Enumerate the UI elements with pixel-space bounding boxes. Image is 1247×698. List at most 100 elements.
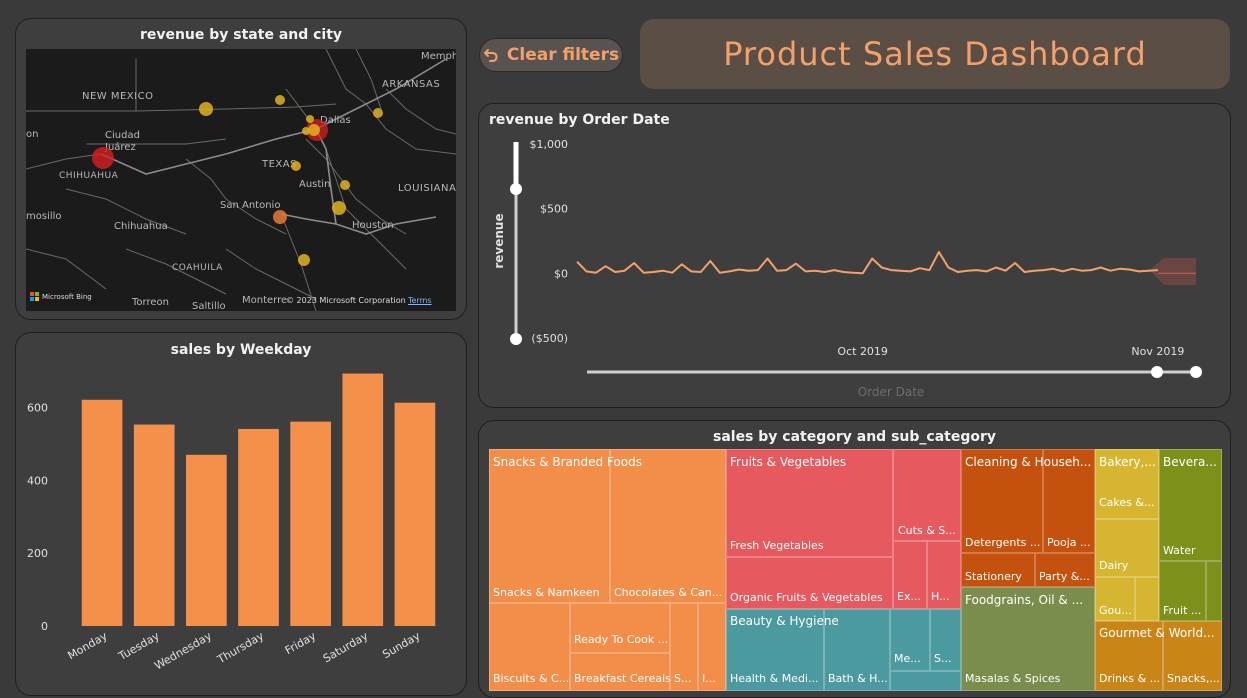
tile-snacks-namkeen[interactable]: [489, 449, 610, 603]
label-ready-to-cook: Ready To Cook ...: [574, 633, 669, 646]
label-detergents: Detergents ...: [965, 536, 1041, 549]
bing-logo: Microsoft Bing: [30, 292, 92, 301]
line-xtick-label: Nov 2019: [1131, 345, 1184, 358]
weekday-bar-monday[interactable]: [81, 399, 123, 626]
label-beverages: Bevera...: [1163, 455, 1217, 469]
weekday-ytick-label: 0: [41, 620, 48, 633]
map-label-new-mexico: NEW MEXICO: [82, 91, 154, 102]
tile-snacks-s[interactable]: [670, 603, 698, 691]
weekday-bar-sunday[interactable]: [394, 402, 436, 626]
tile-water[interactable]: [1159, 449, 1222, 561]
map-label-houston: Houston: [352, 220, 394, 231]
tile-snacks-i[interactable]: [698, 603, 726, 691]
tile-cuts[interactable]: [893, 449, 961, 541]
line-ylabel: revenue: [492, 213, 506, 268]
label-snacks-g: Snacks,...: [1167, 672, 1220, 685]
weekday-bar-thursday[interactable]: [238, 428, 279, 626]
tile-bath[interactable]: [824, 609, 890, 691]
weekday-chart-visual[interactable]: sales by Weekday 0 200 400 600 Monday Tuesday…: [15, 332, 467, 696]
revenue-line[interactable]: [576, 251, 1158, 275]
map-label-torreon: Torreon: [132, 297, 169, 308]
tile-beauty-me[interactable]: [890, 609, 930, 671]
tile-fruits-ex[interactable]: [893, 541, 927, 609]
map-bubble-san-antonio: [273, 210, 287, 224]
clear-filters-button[interactable]: Clear filters: [479, 38, 623, 72]
label-fruits: Fruits & Vegetables: [730, 455, 847, 469]
x-range-slider-left-handle[interactable]: [1151, 366, 1163, 378]
forecast-band: [1149, 257, 1196, 285]
clear-filters-label: Clear filters: [506, 45, 620, 65]
tile-masalas[interactable]: [961, 587, 1095, 691]
label-masalas: Masalas & Spices: [965, 672, 1061, 685]
tile-dairy[interactable]: [1095, 519, 1159, 577]
tile-breakfast[interactable]: [570, 653, 670, 691]
label-bath: Bath & H...: [828, 672, 888, 685]
revenue-line-chart-visual[interactable]: revenue by Order Date $1,000 $500 $0 ($500)…: [478, 103, 1231, 408]
label-cleaning: Cleaning & Househ...: [965, 455, 1092, 469]
y-range-slider-bottom-handle[interactable]: [510, 333, 522, 345]
treemap-visual[interactable]: sales by category and sub_category: [478, 420, 1231, 698]
label-dairy: Dairy: [1099, 559, 1129, 572]
tile-health[interactable]: [726, 609, 824, 691]
tile-gou[interactable]: [1095, 577, 1135, 621]
label-chocolates: Chocolates & Can...: [614, 586, 723, 599]
label-snacks-namkeen: Snacks & Namkeen: [493, 586, 600, 599]
tile-stationery[interactable]: [961, 553, 1035, 587]
map-terms-link[interactable]: Terms: [408, 296, 432, 305]
weekday-xtick-label: Tuesday: [116, 629, 163, 663]
tile-fresh-vegetables[interactable]: [726, 449, 893, 557]
undo-arrow-icon: [483, 49, 498, 62]
tile-bakery-extra[interactable]: [1135, 577, 1159, 621]
weekday-xtick-label: Monday: [65, 629, 110, 662]
microsoft-logo-icon: [30, 292, 39, 301]
tile-beverages-extra[interactable]: [1206, 561, 1222, 621]
weekday-bar-saturday[interactable]: [342, 373, 384, 626]
map-bubble-wichita: [275, 95, 285, 105]
map-bubble-tyler: [373, 108, 383, 118]
map-label-chihuahua-state: CHIHUAHUA: [59, 171, 119, 181]
weekday-xtick-label: Friday: [283, 629, 319, 657]
map-bubble-corpus-christi: [298, 254, 310, 266]
tile-snacks-g[interactable]: [1163, 621, 1222, 691]
tile-chocolates[interactable]: [610, 449, 726, 603]
label-stationery: Stationery: [965, 570, 1022, 583]
weekday-ytick-label: 600: [27, 401, 48, 414]
label-gourmet: Gourmet & World...: [1099, 626, 1215, 640]
tile-fruit-juice[interactable]: [1159, 561, 1206, 621]
map-label-san-antonio: San Antonio: [220, 200, 281, 211]
label-beauty-s: S...: [934, 652, 952, 665]
label-fruit-juice: Fruit ...: [1163, 604, 1202, 617]
label-cuts: Cuts & S...: [898, 524, 956, 537]
map-copyright: © 2023 Microsoft Corporation: [286, 296, 406, 305]
tile-party[interactable]: [1035, 553, 1095, 587]
label-health: Health & Medi...: [730, 672, 819, 685]
map-bubble-lubbock: [199, 102, 213, 116]
weekday-bar-wednesday[interactable]: [186, 454, 227, 626]
map-visual[interactable]: revenue by state and city: [15, 18, 467, 320]
tile-drinks[interactable]: [1095, 621, 1163, 691]
tile-beauty-extra[interactable]: [890, 671, 961, 691]
weekday-bar-tuesday[interactable]: [133, 424, 175, 626]
map-label-ciudad: Ciudad: [105, 130, 140, 141]
tile-fruits-h[interactable]: [927, 541, 961, 609]
weekday-bar-friday[interactable]: [290, 421, 331, 626]
tile-biscuits[interactable]: [489, 603, 570, 691]
tile-beauty-s[interactable]: [930, 609, 961, 671]
tile-ready-to-cook[interactable]: [570, 603, 670, 653]
tile-cakes[interactable]: [1095, 449, 1159, 519]
tile-detergents[interactable]: [961, 449, 1043, 553]
label-fresh-veg: Fresh Vegetables: [730, 539, 824, 552]
x-range-slider-right-handle[interactable]: [1190, 366, 1202, 378]
tile-pooja[interactable]: [1043, 449, 1095, 553]
map-bubbles: [92, 95, 383, 266]
map-bubble-el-paso: [92, 147, 114, 169]
label-organic: Organic Fruits & Vegetables: [730, 591, 883, 604]
map-label-dallas: Dallas: [320, 115, 351, 126]
line-xlabel: Order Date: [858, 385, 925, 399]
weekday-ytick-label: 400: [27, 474, 48, 487]
tile-organic[interactable]: [726, 557, 893, 609]
map-label-monterrey: Monterre: [242, 295, 288, 306]
y-range-slider-top-handle[interactable]: [510, 183, 522, 195]
line-ytick-label: $500: [540, 203, 568, 216]
map-canvas[interactable]: NEW MEXICO ARKANSAS Memph TEXAS LOUISIAN…: [26, 49, 456, 311]
